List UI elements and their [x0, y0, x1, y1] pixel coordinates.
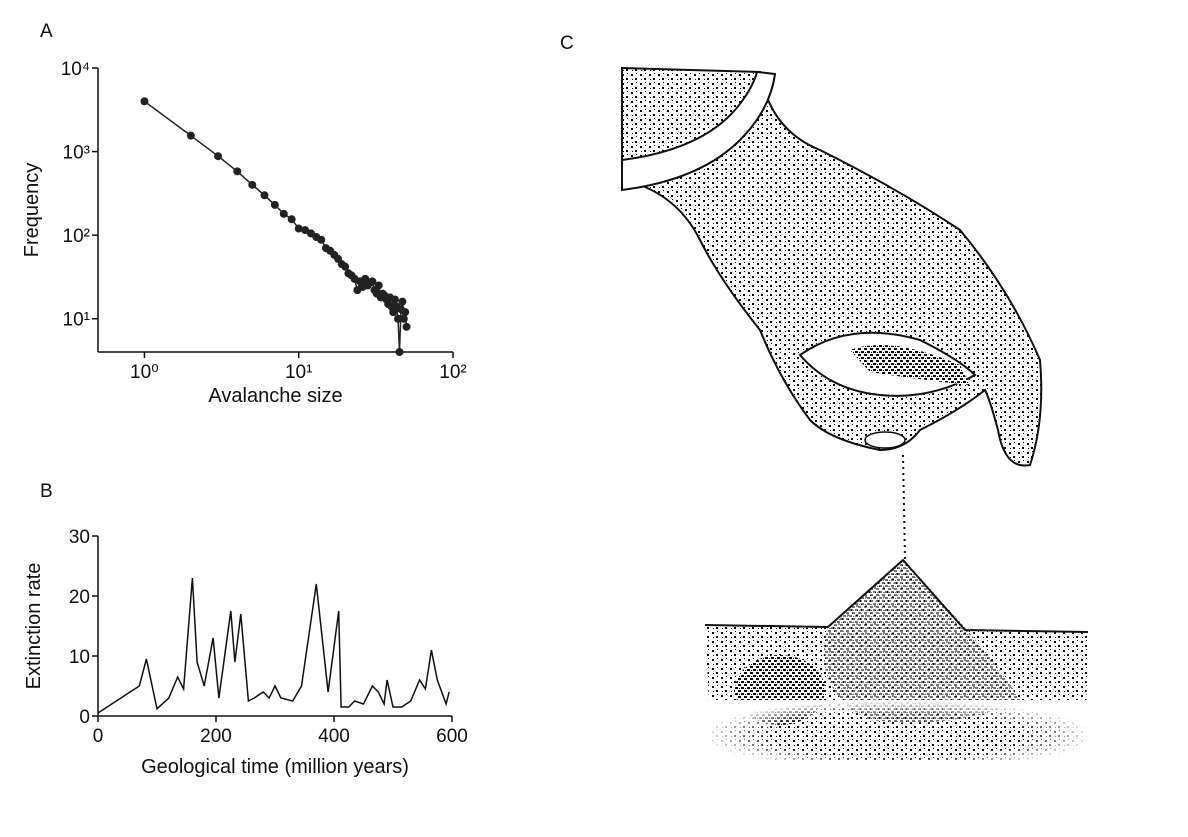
- x-axis-label: Geological time (million years): [141, 756, 409, 778]
- sand-pile: [823, 560, 1020, 723]
- data-point: [301, 226, 310, 235]
- y-axis-label: Frequency: [21, 163, 43, 258]
- data-point: [287, 215, 296, 224]
- x-tick-label: 10²: [439, 362, 466, 383]
- sandpile-illustration: C: [560, 33, 1095, 770]
- data-point: [368, 277, 377, 286]
- thumb-shadow: [850, 345, 970, 385]
- y-tick-label: 20: [69, 587, 90, 608]
- y-tick-label: 0: [79, 707, 90, 728]
- y-tick-label: 10¹: [63, 310, 90, 331]
- x-tick-label: 0: [93, 726, 104, 747]
- data-point: [248, 180, 257, 189]
- data-point: [374, 281, 383, 290]
- data-point: [233, 167, 242, 176]
- panel-label: C: [560, 33, 574, 54]
- y-tick-label: 10: [69, 647, 90, 668]
- data-line: [143, 100, 408, 353]
- sand-stream: [902, 454, 906, 561]
- data-line: [97, 577, 450, 714]
- y-axis-label: Extinction rate: [23, 563, 45, 690]
- data-point: [402, 322, 411, 331]
- sleeve: [621, 70, 777, 192]
- data-point: [260, 191, 269, 200]
- data-point: [317, 235, 326, 244]
- data-point: [186, 131, 195, 140]
- x-tick-label: 10¹: [285, 362, 312, 383]
- panel-label: A: [40, 21, 53, 42]
- sand-fade: [700, 700, 1095, 770]
- hand: [621, 66, 1043, 467]
- x-tick-label: 400: [318, 726, 350, 747]
- x-axis-label: Avalanche size: [208, 385, 342, 407]
- y-tick-label: 10³: [63, 143, 90, 164]
- fingernail: [864, 431, 906, 449]
- data-point: [341, 262, 350, 271]
- data-point: [401, 308, 410, 317]
- data-point: [270, 200, 279, 209]
- data-point: [393, 314, 402, 323]
- x-tick-label: 10⁰: [130, 362, 159, 383]
- data-point: [140, 97, 149, 106]
- y-tick-label: 30: [69, 527, 90, 548]
- x-tick-label: 600: [436, 726, 468, 747]
- data-point: [294, 224, 303, 233]
- sand-outline: [704, 558, 1089, 633]
- y-tick-label: 10⁴: [61, 59, 90, 80]
- data-point: [395, 348, 404, 356]
- chart: B 0 200 400 600 0 10 20 30 Geological time (milli…: [23, 481, 468, 778]
- x-tick-label: 200: [200, 726, 232, 747]
- data-point: [390, 295, 399, 304]
- chart: A 10⁰ 10¹ 10² 10¹ 10² 10³ 10⁴ Avalanche size Freq…: [21, 21, 467, 407]
- data-point: [279, 209, 288, 218]
- y-tick-label: 10²: [63, 226, 90, 247]
- data-point: [214, 152, 223, 161]
- data-point: [398, 297, 407, 306]
- panel-label: B: [40, 481, 53, 502]
- data-point: [399, 314, 408, 323]
